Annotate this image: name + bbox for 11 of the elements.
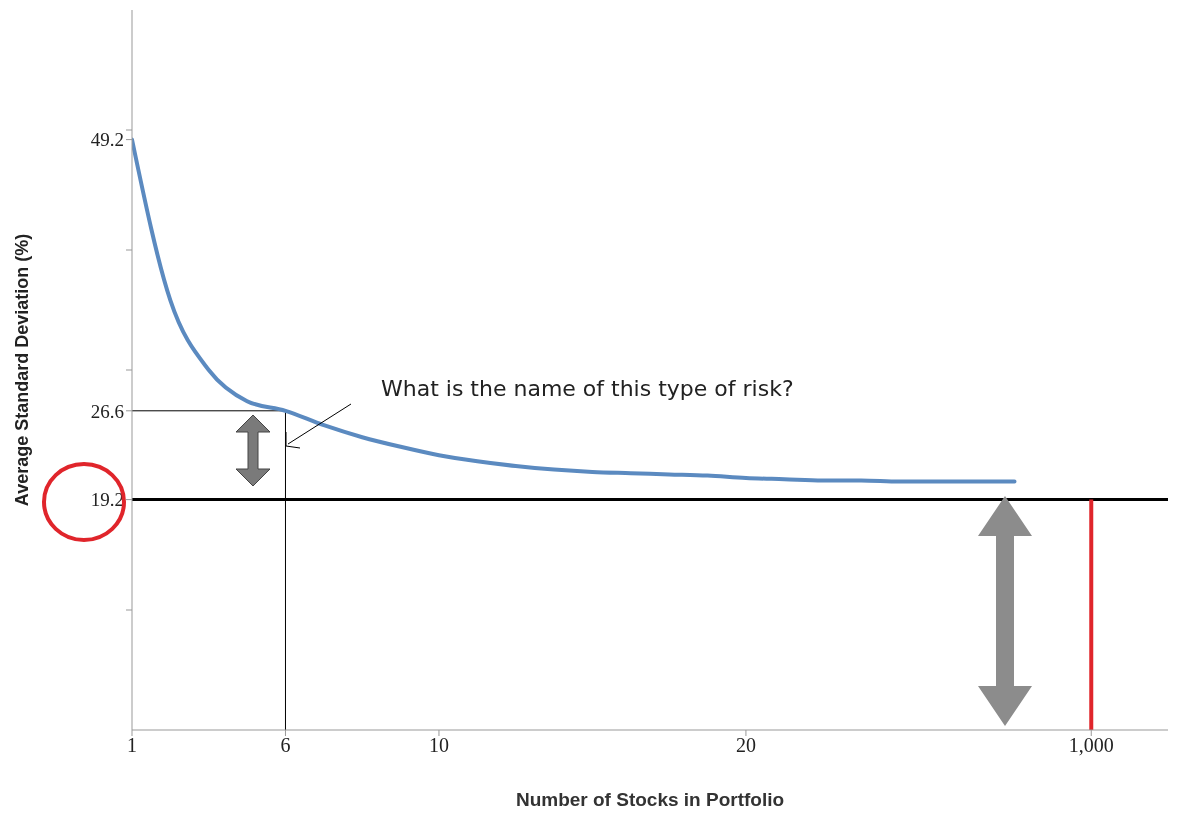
- x-tick-label: 6: [280, 734, 291, 757]
- y-axis-title: Average Standard Deviation (%): [12, 233, 33, 507]
- y-tick-label: 19.2: [90, 489, 124, 511]
- annotation: What is the name of this type of risk?: [381, 376, 794, 401]
- x-tick-label: 10: [428, 734, 449, 757]
- y-tick-label: 49.2: [90, 129, 124, 151]
- y-tick-label: 26.6: [90, 400, 124, 422]
- x-tick-label: 20: [735, 734, 756, 757]
- x-tick-label: 1,000: [1068, 734, 1114, 757]
- x-tick-label: 1: [127, 734, 137, 757]
- x-axis-title: Number of Stocks in Portfolio: [515, 789, 785, 810]
